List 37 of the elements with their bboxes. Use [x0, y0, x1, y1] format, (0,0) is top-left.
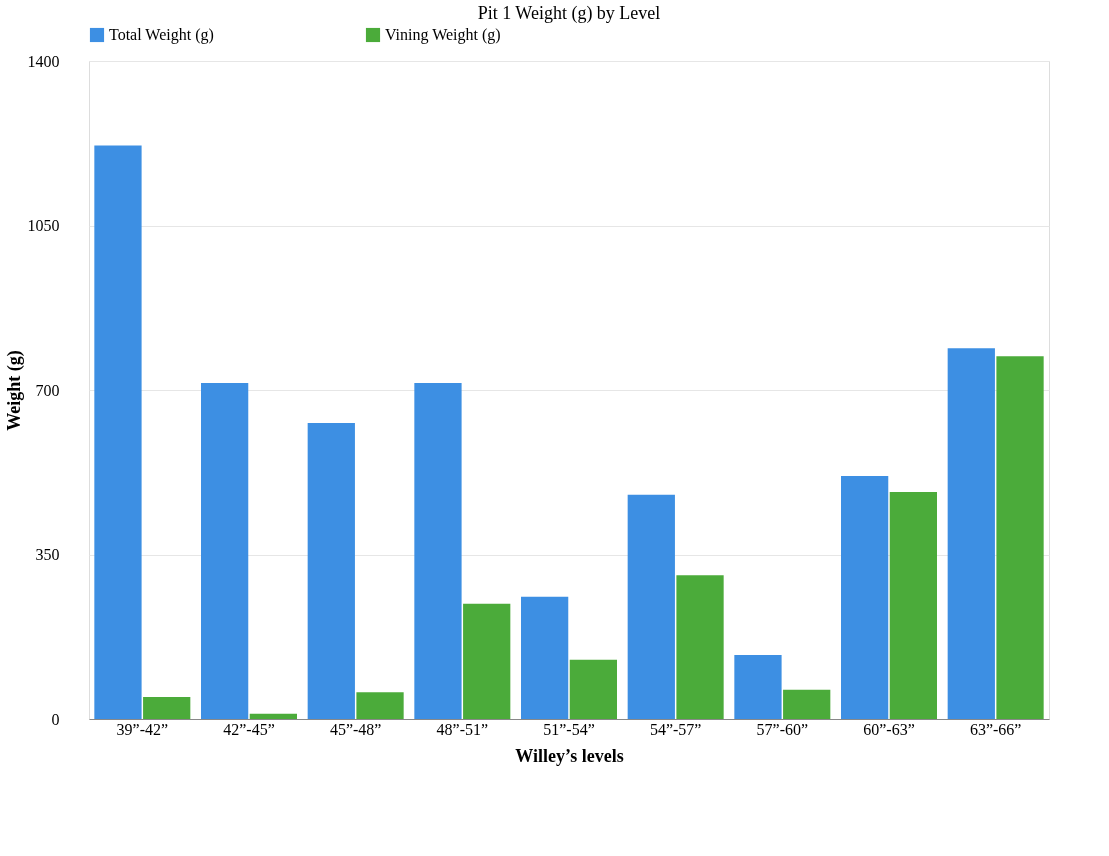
legend-label: Vining Weight (g) [385, 26, 501, 44]
bar [414, 382, 462, 719]
x-tick-label: 63”-66” [969, 720, 1022, 738]
x-tick-label: 54”-57” [649, 720, 702, 738]
bar [143, 696, 191, 719]
x-tick-label: 51”-54” [543, 720, 595, 738]
bar [627, 494, 675, 719]
bar [947, 348, 995, 719]
bar [783, 689, 831, 719]
x-tick-label: 60”-63” [863, 720, 915, 738]
x-tick-label: 42”-45” [223, 720, 275, 738]
y-tick-label: 0 [51, 710, 60, 728]
bar [356, 692, 404, 719]
y-axis-title: Weight (g) [3, 350, 25, 431]
y-tick-label: 350 [35, 546, 60, 563]
bar [889, 491, 937, 719]
x-tick-label: 45”-48” [329, 720, 382, 738]
legend-label: Total Weight (g) [109, 26, 214, 44]
bar [996, 356, 1044, 719]
x-tick-label: 39”-42” [116, 720, 169, 738]
bar [521, 596, 569, 719]
x-tick-label: 57”-60” [756, 720, 809, 738]
bar [841, 476, 889, 719]
bar [307, 422, 355, 719]
bar [249, 713, 297, 719]
bar [94, 145, 142, 719]
y-tick-label: 1050 [27, 217, 60, 234]
bar [734, 655, 782, 719]
bar [201, 382, 249, 719]
x-axis-title: Willey’s levels [515, 745, 624, 766]
bar [569, 659, 617, 719]
bar [463, 603, 511, 719]
y-tick-label: 1400 [27, 52, 60, 70]
bar [676, 575, 724, 719]
chart-title: Pit 1 Weight (g) by Level [477, 3, 661, 24]
y-tick-label: 700 [35, 381, 60, 399]
x-tick-label: 48”-51” [436, 720, 489, 738]
